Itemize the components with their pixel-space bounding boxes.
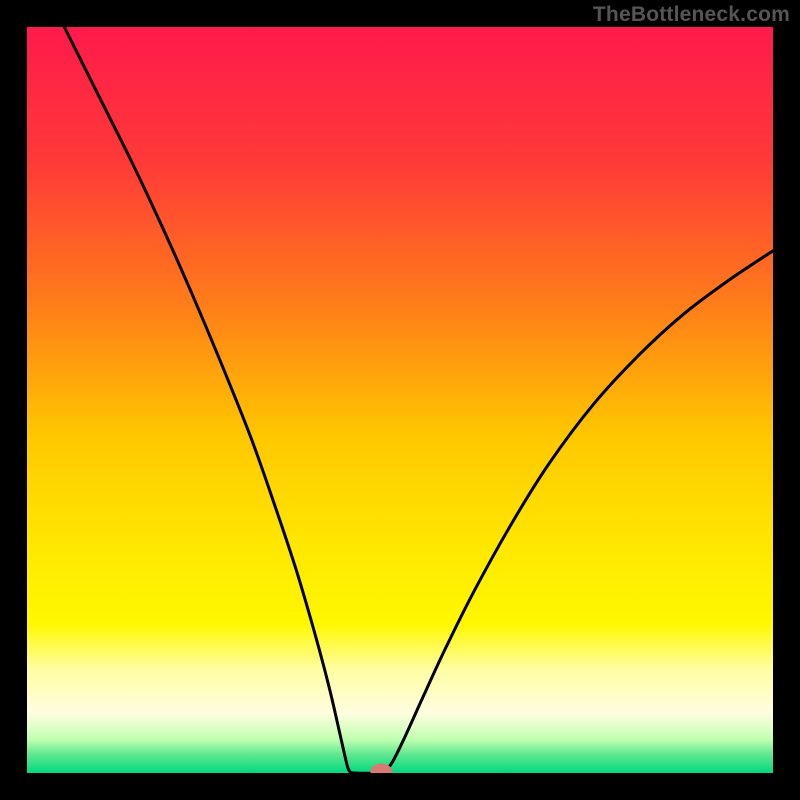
bottleneck-chart — [0, 0, 800, 800]
plot-background-gradient — [27, 27, 773, 773]
watermark-text: TheBottleneck.com — [593, 3, 790, 27]
